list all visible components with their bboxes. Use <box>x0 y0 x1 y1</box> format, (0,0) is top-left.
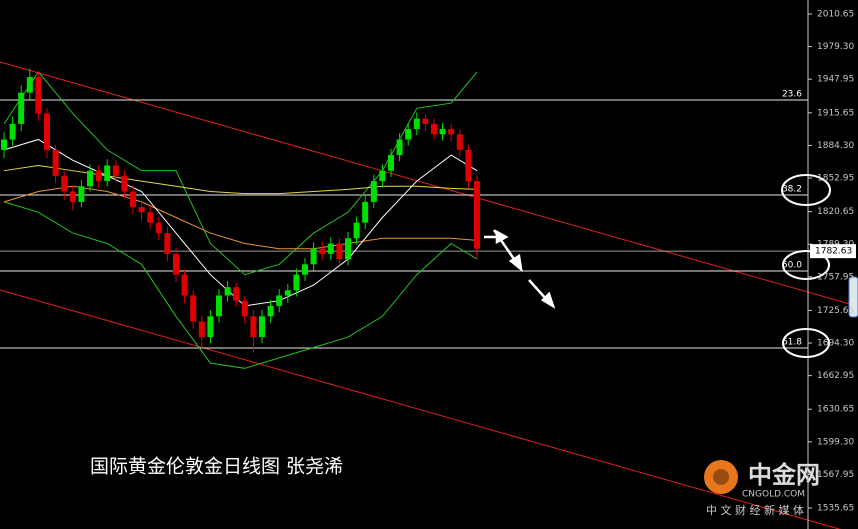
candle-body <box>241 300 248 317</box>
candle-body <box>465 149 472 182</box>
candle-body <box>319 248 326 254</box>
candle-body <box>388 155 394 171</box>
fib-label: 50.0 <box>782 261 802 271</box>
y-tick-label: 1694.30 <box>817 339 854 349</box>
candle-body <box>293 274 300 291</box>
candle-body <box>78 186 85 202</box>
candle-body <box>379 170 386 182</box>
fib-label: 38.2 <box>782 185 802 195</box>
candle-body <box>61 175 68 192</box>
y-tick-label: 1820.65 <box>817 207 854 217</box>
candle-body <box>69 191 76 202</box>
y-tick-label: 1535.65 <box>817 504 854 514</box>
price-box <box>810 244 856 259</box>
candle-body <box>216 295 222 317</box>
channel-line <box>0 61 858 307</box>
candle-body <box>138 207 145 213</box>
candle-body <box>9 123 16 140</box>
candle-body <box>439 129 446 135</box>
candle-body <box>259 316 265 338</box>
candle-body <box>284 290 291 296</box>
logo-icon-inner <box>713 469 729 485</box>
candle-body <box>448 129 455 135</box>
candle-body <box>456 134 463 150</box>
candle-body <box>276 295 283 306</box>
candle-body <box>181 274 188 296</box>
y-tick-label: 1567.95 <box>817 470 854 480</box>
y-tick-label: 1884.30 <box>817 141 854 151</box>
y-tick-label: 1630.65 <box>817 405 854 415</box>
candle-body <box>26 77 33 93</box>
candle-body <box>198 321 205 338</box>
candle-body <box>250 316 257 338</box>
candle-body <box>155 222 162 234</box>
candle-body <box>18 92 25 124</box>
y-tick-label: 1915.65 <box>817 108 854 118</box>
y-tick-label: 1947.95 <box>817 75 854 85</box>
candle-body <box>362 201 369 223</box>
candle-body <box>422 118 429 124</box>
fib-label: 61.8 <box>782 338 802 348</box>
y-tick-label: 1757.95 <box>817 272 854 282</box>
logo-name: 中金网 <box>748 461 820 489</box>
candle-body <box>431 123 437 135</box>
candle-body <box>474 181 480 249</box>
circles <box>781 174 831 358</box>
candle-body <box>345 238 351 260</box>
candle-body <box>413 118 420 130</box>
candle-body <box>95 170 102 182</box>
y-tick-label: 1979.30 <box>817 42 854 52</box>
candle-body <box>35 77 42 114</box>
plot <box>0 61 858 529</box>
candle-body <box>1 139 7 150</box>
channel-line <box>0 289 841 529</box>
chart-title: 国际黄金伦敦金日线图 张尧浠 <box>90 456 343 478</box>
logo-tagline: 中 文 财 经 新 媒 体 <box>706 503 804 517</box>
candle-body <box>52 149 59 176</box>
candle-body <box>190 295 197 322</box>
candle-body <box>207 316 214 338</box>
overlay-line <box>3 164 478 195</box>
candle-body <box>147 212 154 223</box>
y-tick-label: 1725.65 <box>817 306 854 316</box>
candle-body <box>396 139 403 156</box>
arrows <box>484 229 556 309</box>
candle-body <box>104 165 111 182</box>
candle-body <box>164 233 171 254</box>
candle-body <box>353 222 360 239</box>
candle-body <box>302 264 308 275</box>
fib-label: 23.6 <box>782 89 802 99</box>
candle-body <box>112 165 119 176</box>
y-tick-label: 1599.30 <box>817 437 854 447</box>
y-tick-label: 2010.65 <box>817 9 854 19</box>
overlay-line <box>3 201 478 369</box>
candle-body <box>267 305 274 317</box>
candle-body <box>173 253 179 275</box>
candle-body <box>233 287 240 301</box>
current-price-label: 1782.63 <box>815 247 852 257</box>
logo-icon <box>704 460 738 494</box>
watermark: 中金网 CNGOLD.COM 中 文 财 经 新 媒 体 <box>704 460 820 517</box>
candle-body <box>310 248 317 265</box>
candle-body <box>224 287 231 296</box>
candle-body <box>44 113 50 150</box>
candle-body <box>370 181 377 202</box>
candle-body <box>87 170 93 187</box>
logo-url: CNGOLD.COM <box>742 490 805 500</box>
y-tick-label: 1852.95 <box>817 174 854 184</box>
scroll-handle[interactable] <box>848 276 858 318</box>
candle-body <box>336 243 343 260</box>
candle-body <box>130 191 136 208</box>
candle-body <box>327 243 334 254</box>
candle-body <box>405 129 412 140</box>
y-tick-label: 1662.95 <box>817 371 854 381</box>
candle-body <box>121 175 128 192</box>
